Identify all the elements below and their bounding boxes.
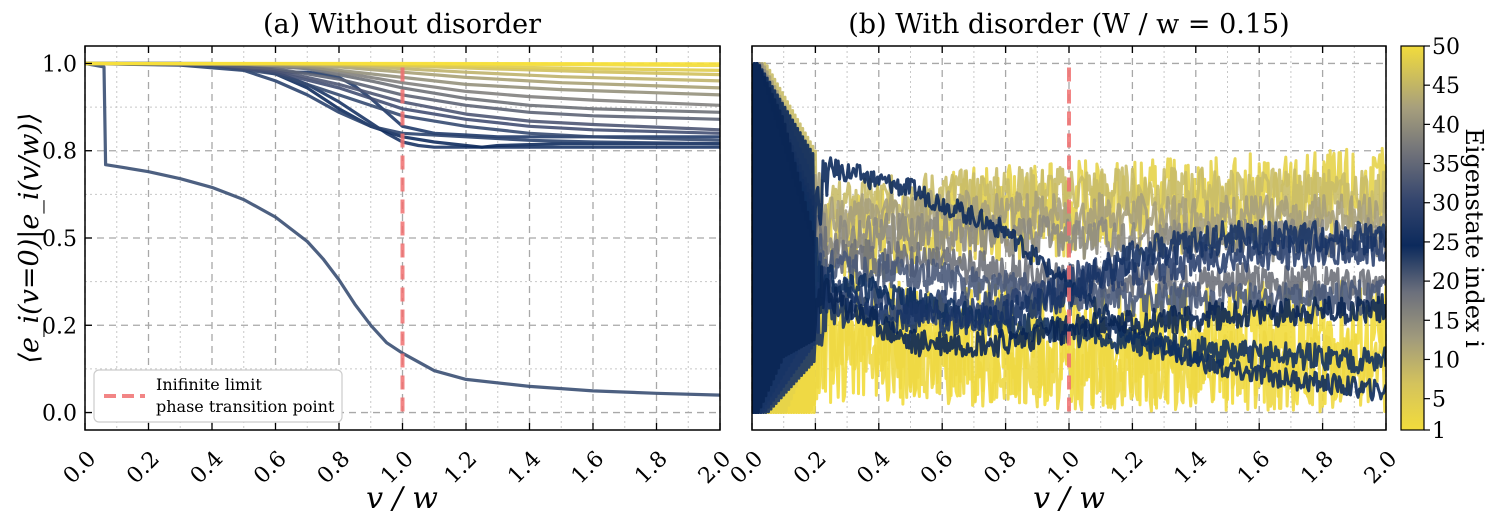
colorbar-tick-label: 5 [1432,388,1446,413]
colorbar-tick-label: 25 [1432,231,1460,256]
x-tick-label: 1.8 [630,447,672,489]
panel-a-xlabel: v / w [366,481,438,516]
x-tick-label: 0.2 [789,447,831,489]
panel-a: (a) Without disorder 0.0 0.2 0.4 0.6 0.8 1.0 1… [14,9,736,516]
y-tick-label: 0.5 [42,227,77,252]
legend-entry-line2: phase transition point [156,397,335,416]
x-tick-label: 1.6 [567,447,609,489]
x-tick-label: 0.6 [249,447,291,489]
x-tick-label: 1.8 [1296,447,1338,489]
x-tick-label: 0.6 [916,447,958,489]
panel-b: (b) With disorder (W / w = 0.15) 0.0 0.2 0… [726,9,1402,516]
y-tick-label: 0.0 [42,402,77,427]
x-tick-label: 1.4 [1170,447,1212,489]
x-tick-label: 0.8 [313,447,355,489]
colorbar-tick-label: 35 [1432,153,1460,178]
colorbar-gradient [1401,46,1424,430]
x-tick-label: 0.4 [186,447,228,489]
colorbar-tick-label: 30 [1432,192,1460,217]
x-tick-label: 0.2 [122,447,164,489]
panel-a-legend: Inifinite limit phase transition point [94,370,342,422]
colorbar-label: Eigenstate index i [1460,128,1488,348]
colorbar-tick-label: 40 [1432,113,1460,138]
colorbar-tick-label: 10 [1432,348,1460,373]
colorbar-tick-label: 20 [1432,270,1460,295]
panel-a-ylabel: ⟨e_i(v=0)|e_i(v/w)⟩ [14,112,45,363]
x-tick-label: 0.8 [979,447,1021,489]
x-tick-label: 1.6 [1233,447,1275,489]
legend-entry-line1: Inifinite limit [156,375,262,394]
x-tick-label: 1.2 [1106,447,1148,489]
colorbar-tick-label: 45 [1432,74,1460,99]
panel-b-title: (b) With disorder (W / w = 0.15) [848,9,1289,40]
y-tick-label: 0.2 [42,314,77,339]
x-tick-label: 1.4 [503,447,545,489]
x-tick-label: 0.0 [59,447,101,489]
y-tick-label: 1.0 [42,52,77,77]
x-tick-label: 2.0 [1360,447,1402,489]
panel-a-title: (a) Without disorder [263,9,541,40]
x-tick-label: 1.2 [440,447,482,489]
x-tick-label: 0.0 [726,447,768,489]
colorbar-tick-label: 1 [1432,419,1446,444]
panel-b-xlabel: v / w [1033,481,1105,516]
colorbar-tick-label: 15 [1432,309,1460,334]
colorbar-tick-label: 50 [1432,35,1460,60]
x-tick-label: 0.4 [853,447,895,489]
y-tick-label: 0.8 [42,140,77,165]
